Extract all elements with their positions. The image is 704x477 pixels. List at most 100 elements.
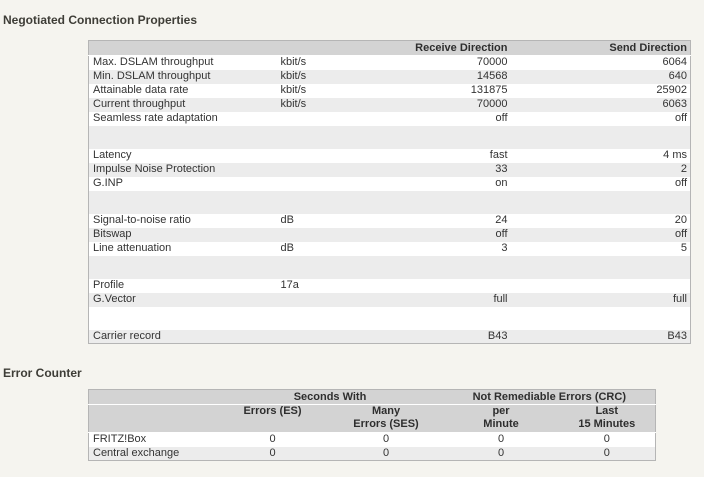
seconds-with-group-header: Seconds With <box>293 390 367 403</box>
send-value: 4 ms <box>663 149 687 161</box>
send-value: 6064 <box>662 56 687 69</box>
property-label: Min. DSLAM throughput <box>93 70 211 82</box>
property-unit <box>281 293 381 307</box>
spacer-row <box>88 306 691 330</box>
spacer-row <box>88 125 691 149</box>
crc-per-minute-value: 0 <box>497 433 505 446</box>
receive-value: on <box>495 177 508 189</box>
send-value: 6063 <box>662 98 687 110</box>
error-counter-title: Error Counter <box>3 366 82 380</box>
property-label: Current throughput <box>93 98 186 110</box>
many-errors-ses-header: Many Errors (SES) <box>353 405 419 430</box>
send-value: off <box>674 112 687 124</box>
property-label: Seamless rate adaptation <box>93 112 218 124</box>
error-counter-table: Seconds With Not Remediable Errors (CRC)… <box>88 389 657 461</box>
table-row: Line attenuation dB 3 5 <box>88 241 691 256</box>
send-value: 20 <box>674 214 687 226</box>
property-unit: kbit/s <box>280 70 307 82</box>
property-unit: 17a <box>280 279 299 291</box>
property-unit <box>281 149 381 163</box>
receive-value: 70000 <box>476 56 508 69</box>
receive-value: fast <box>489 149 508 161</box>
property-unit <box>281 330 381 344</box>
errors-es-header: Errors (ES) <box>243 405 302 417</box>
send-value: 25902 <box>656 84 687 96</box>
error-column-header-row: Errors (ES) Many Errors (SES) per Minute… <box>88 404 656 433</box>
receive-value <box>381 279 511 293</box>
receive-value: 14568 <box>476 70 508 82</box>
table-row: Current throughput kbit/s 70000 6063 <box>88 97 691 112</box>
send-value: 5 <box>680 242 687 254</box>
property-label: Max. DSLAM throughput <box>93 56 214 69</box>
send-value: 2 <box>680 163 687 175</box>
property-label: Latency <box>93 149 132 161</box>
table-row: Attainable data rate kbit/s 131875 25902 <box>88 83 691 98</box>
receive-value: off <box>495 228 508 240</box>
property-label: Signal-to-noise ratio <box>93 214 191 226</box>
unit-column-header <box>281 41 381 56</box>
error-group-header-row: Seconds With Not Remediable Errors (CRC) <box>88 389 656 405</box>
send-direction-header: Send Direction <box>609 41 687 54</box>
property-column-header <box>89 41 281 56</box>
table-row: Profile 17a <box>88 278 691 293</box>
property-label: Line attenuation <box>93 242 172 254</box>
crc-per-minute-value: 0 <box>497 446 505 459</box>
property-unit <box>281 163 381 177</box>
crc-last-15-minutes-value: 0 <box>603 446 610 459</box>
property-unit <box>281 228 381 242</box>
many-errors-ses-value: 0 <box>382 446 390 459</box>
table-row: Signal-to-noise ratio dB 24 20 <box>88 213 691 228</box>
table-row: FRITZ!Box 0 0 0 0 <box>88 432 656 447</box>
spacer-row <box>88 190 691 214</box>
property-label: Bitswap <box>93 228 132 240</box>
receive-value: 24 <box>495 214 508 226</box>
receive-value: off <box>495 112 508 124</box>
property-unit <box>281 177 381 191</box>
send-value: B43 <box>667 329 687 342</box>
table-row: Central exchange 0 0 0 0 <box>88 446 656 461</box>
property-label: G.INP <box>93 177 123 189</box>
per-minute-header: per Minute <box>483 405 519 430</box>
error-label-column-header <box>89 405 217 433</box>
receive-value: B43 <box>487 329 508 342</box>
error-row-label: FRITZ!Box <box>93 433 147 446</box>
receive-direction-header: Receive Direction <box>415 41 508 54</box>
property-unit: kbit/s <box>280 84 307 96</box>
crc-last-15-minutes-value: 0 <box>603 433 610 446</box>
property-unit <box>281 112 381 126</box>
send-value: off <box>674 228 687 240</box>
receive-value: full <box>493 293 508 305</box>
errors-es-value: 0 <box>269 433 276 446</box>
receive-value: 3 <box>501 242 508 254</box>
table-row: G.Vector full full <box>88 292 691 307</box>
crc-group-header: Not Remediable Errors (CRC) <box>472 390 626 403</box>
property-label: Profile <box>93 279 125 291</box>
property-unit: dB <box>280 242 294 254</box>
property-unit: kbit/s <box>280 98 307 110</box>
receive-value: 70000 <box>476 98 508 110</box>
table-row: Carrier record B43 B43 <box>88 329 691 344</box>
property-label: Carrier record <box>93 329 161 342</box>
send-value <box>511 279 691 293</box>
negotiated-connection-properties-title: Negotiated Connection Properties <box>3 13 198 27</box>
send-value: 640 <box>668 70 687 82</box>
table-row: Impulse Noise Protection 33 2 <box>88 162 691 177</box>
send-value: full <box>672 293 687 305</box>
receive-value: 131875 <box>470 84 508 96</box>
property-label: Attainable data rate <box>93 84 189 96</box>
property-label: G.Vector <box>93 293 136 305</box>
last-15-minutes-header: Last 15 Minutes <box>578 405 636 430</box>
property-unit: dB <box>280 214 294 226</box>
errors-es-value: 0 <box>269 446 276 459</box>
table-row: Min. DSLAM throughput kbit/s 14568 640 <box>88 69 691 84</box>
error-row-label: Central exchange <box>93 446 180 459</box>
many-errors-ses-value: 0 <box>382 433 390 446</box>
property-label: Impulse Noise Protection <box>93 163 216 175</box>
spacer-row <box>88 255 691 279</box>
negotiated-connection-properties-table: Receive Direction Send Direction Max. DS… <box>88 40 691 344</box>
table-row: Latency fast 4 ms <box>88 148 691 163</box>
table-row: Max. DSLAM throughput kbit/s 70000 6064 <box>88 55 691 70</box>
property-unit: kbit/s <box>280 56 307 69</box>
table-row: G.INP on off <box>88 176 691 191</box>
error-label-column-header <box>89 390 217 405</box>
